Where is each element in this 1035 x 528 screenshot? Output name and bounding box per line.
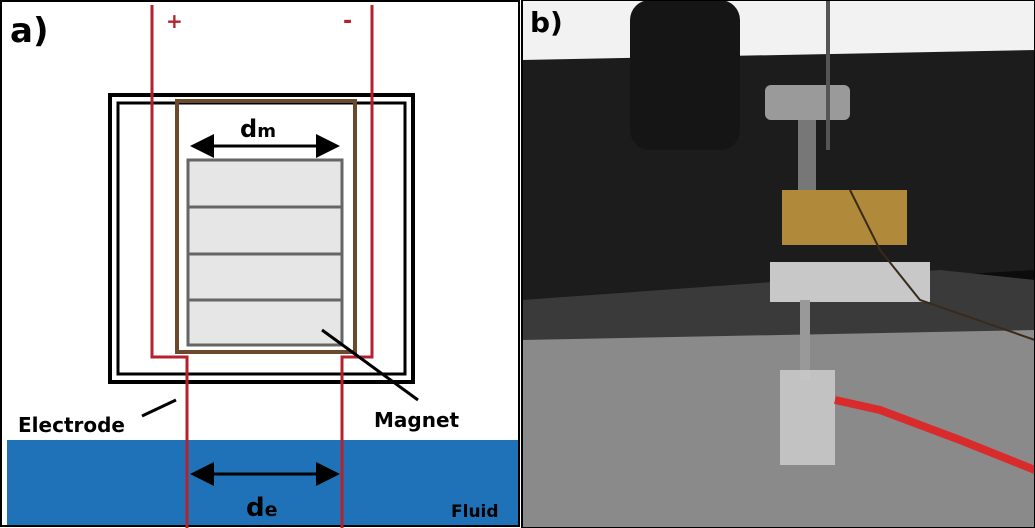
fluid-label: Fluid [451,502,499,522]
electrode-label: Electrode [18,413,125,437]
subscript: m [257,121,276,142]
panel-label: b) [530,6,563,39]
weight-disk [765,85,850,120]
brass-block [782,190,907,245]
subscript: e [265,499,278,521]
magnet-label: Magnet [374,408,460,432]
rod [826,0,830,150]
panel-a: a) + - dm de Electrode Magnet Fluid [1,1,519,528]
minus-sign: - [343,9,352,34]
plus-sign: + [166,9,183,33]
screw [798,120,816,190]
panel-b: b) [522,0,1035,528]
cell [780,370,835,465]
figure: a) + - dm de Electrode Magnet Fluid b) [0,0,1035,528]
shaft [800,300,810,380]
symbol: d [240,115,257,143]
camera-lens [630,0,740,150]
bright-background [522,0,1035,60]
symbol: d [246,493,265,523]
panel-label: a) [10,11,48,51]
